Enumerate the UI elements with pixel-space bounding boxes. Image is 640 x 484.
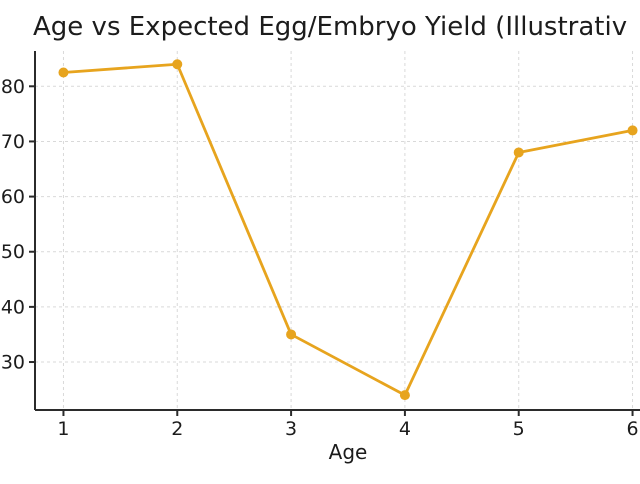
- y-tick-label: 70: [1, 131, 25, 153]
- data-point: [286, 329, 297, 340]
- series-line: [62, 62, 634, 397]
- y-tick-label: 40: [1, 296, 25, 318]
- chart-title: Age vs Expected Egg/Embryo Yield (Illust…: [33, 12, 628, 42]
- x-tick-label: 2: [171, 418, 183, 440]
- data-point: [172, 59, 183, 70]
- y-tick-label: 60: [1, 186, 25, 208]
- data-point: [627, 125, 638, 136]
- y-tick-label: 30: [1, 352, 25, 374]
- x-tick-label: 3: [285, 418, 297, 440]
- y-tick-label: 50: [1, 241, 25, 263]
- x-axis-label: Age: [328, 440, 368, 464]
- data-point: [513, 147, 524, 158]
- data-point: [58, 67, 69, 78]
- data-point: [399, 390, 410, 401]
- x-tick-label: 6: [626, 418, 638, 440]
- x-tick-label: 4: [399, 418, 411, 440]
- y-tick-label: 80: [1, 76, 25, 98]
- x-tick-label: 5: [513, 418, 525, 440]
- x-tick-label: 1: [57, 418, 69, 440]
